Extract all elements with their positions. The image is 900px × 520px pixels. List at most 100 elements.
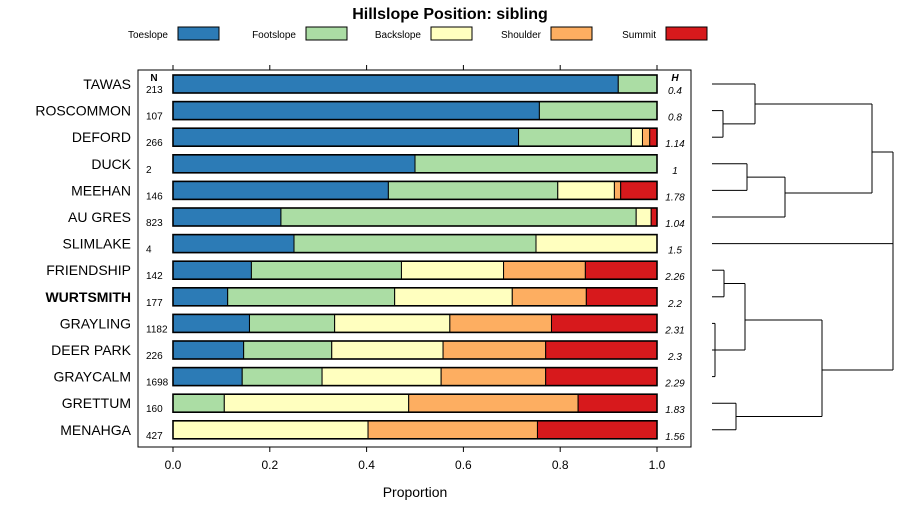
bar-segment-footslope (617, 74, 658, 94)
bar-segment-toeslope (172, 260, 252, 280)
bar-segment-summit (620, 180, 658, 200)
bar-segment-backslope (630, 127, 643, 147)
bar-outline (172, 366, 658, 387)
bar-segment-summit (584, 260, 658, 280)
bar-outline (172, 286, 658, 307)
row-label: GRETTUM (62, 395, 131, 411)
bar-segment-backslope (331, 340, 444, 360)
bar-outline (172, 100, 658, 121)
n-value: 4 (146, 245, 152, 256)
bar-segment-footslope (414, 154, 658, 174)
h-column-header: H (671, 73, 679, 84)
legend-label-footslope: Footslope (252, 30, 296, 41)
bar-outline (172, 127, 658, 147)
bar-segment-summit (585, 287, 658, 307)
row-label: DUCK (91, 156, 131, 172)
h-value: 1 (672, 166, 678, 177)
n-value: 427 (146, 431, 163, 442)
legend: Toeslope Footslope Backslope Shoulder Summit (128, 26, 708, 41)
h-value: 2.3 (667, 352, 682, 363)
chart-title: Hillslope Position: sibling (352, 6, 548, 23)
bar-segment-summit (550, 313, 658, 333)
legend-swatch-backslope (430, 26, 473, 41)
h-value: 1.83 (665, 405, 685, 416)
bar-segment-backslope (400, 260, 505, 280)
x-axis: 0.0 0.2 0.4 0.6 0.8 1.0 (165, 65, 666, 472)
bar-segment-summit (649, 127, 658, 147)
bar-segment-footslope (250, 260, 402, 280)
bar-segment-backslope (223, 393, 410, 413)
bar-segment-toeslope (172, 287, 229, 307)
row-label: TAWAS (83, 76, 131, 92)
bar-outline (172, 260, 658, 281)
h-value: 2.2 (667, 299, 682, 310)
bar-segment-shoulder (367, 420, 538, 440)
bar-segment-summit (545, 340, 658, 360)
bar-outline (172, 180, 658, 201)
x-tick-label: 0.2 (261, 458, 278, 472)
bar-segment-summit (536, 420, 658, 440)
n-value: 160 (146, 404, 163, 415)
x-tick-label: 0.8 (552, 458, 569, 472)
bar-outline (172, 340, 658, 360)
row-label: DEER PARK (51, 342, 132, 358)
bar-outline (172, 419, 658, 440)
x-tick-label: 1.0 (649, 458, 666, 472)
bar-segment-backslope (535, 234, 658, 254)
bar-segment-summit (577, 393, 658, 413)
bar-segment-shoulder (442, 340, 547, 360)
legend-swatch-summit (665, 26, 708, 41)
bar-segment-footslope (293, 234, 537, 254)
n-value: 823 (146, 218, 163, 229)
bar-segment-backslope (394, 287, 513, 307)
h-value: 0.4 (668, 86, 682, 97)
bar-outline (172, 74, 658, 94)
h-value: 2.26 (664, 272, 685, 283)
row-label: MEEHAN (71, 182, 131, 198)
row-label: WURTSMITH (45, 289, 131, 305)
bar-segment-footslope (172, 393, 225, 413)
n-value: 177 (146, 298, 163, 309)
x-tick-label: 0.4 (358, 458, 375, 472)
bar-segment-footslope (387, 180, 559, 200)
h-value: 1.56 (665, 432, 685, 443)
h-value: 0.8 (668, 113, 682, 124)
bar-segment-shoulder (408, 393, 579, 413)
legend-label-shoulder: Shoulder (501, 30, 542, 41)
bar-outline (172, 233, 658, 254)
n-value: 142 (146, 271, 163, 282)
bar-segment-backslope (321, 367, 442, 387)
row-labels: TAWAS 213 0.4 ROSCOMMON 107 0.8 DEFORD 266 1.14 D… (35, 76, 685, 443)
bar-segment-toeslope (172, 74, 619, 94)
h-value: 1.04 (665, 219, 685, 230)
bar-segment-shoulder (440, 367, 547, 387)
bar-segment-backslope (334, 313, 451, 333)
row-label: FRIENDSHIP (46, 262, 131, 278)
n-value: 213 (146, 85, 163, 96)
row-label: AU GRES (68, 209, 131, 225)
row-label: ROSCOMMON (35, 103, 131, 119)
bar-segment-toeslope (172, 127, 520, 147)
x-tick-label: 0.6 (455, 458, 472, 472)
bar-segment-toeslope (172, 367, 243, 387)
legend-swatch-toeslope (177, 26, 220, 41)
n-column-header: N (150, 73, 157, 84)
h-value: 2.29 (664, 379, 685, 390)
legend-swatch-shoulder (550, 26, 593, 41)
row-label: GRAYCALM (53, 369, 131, 385)
bar-outline (172, 207, 658, 227)
bar-segment-toeslope (172, 234, 295, 254)
bar-segment-toeslope (172, 180, 389, 200)
h-value: 1.14 (665, 139, 685, 150)
bar-segment-footslope (243, 340, 333, 360)
row-label: MENAHGA (60, 422, 131, 438)
x-tick-label: 0.0 (165, 458, 182, 472)
bar-segment-footslope (241, 367, 323, 387)
bar-segment-shoulder (503, 260, 586, 280)
bar-segment-shoulder (449, 313, 552, 333)
x-axis-title: Proportion (383, 484, 448, 500)
h-value: 1.5 (668, 246, 682, 257)
bar-segment-toeslope (172, 101, 540, 121)
n-value: 226 (146, 351, 163, 362)
bar-segment-shoulder (641, 127, 651, 147)
